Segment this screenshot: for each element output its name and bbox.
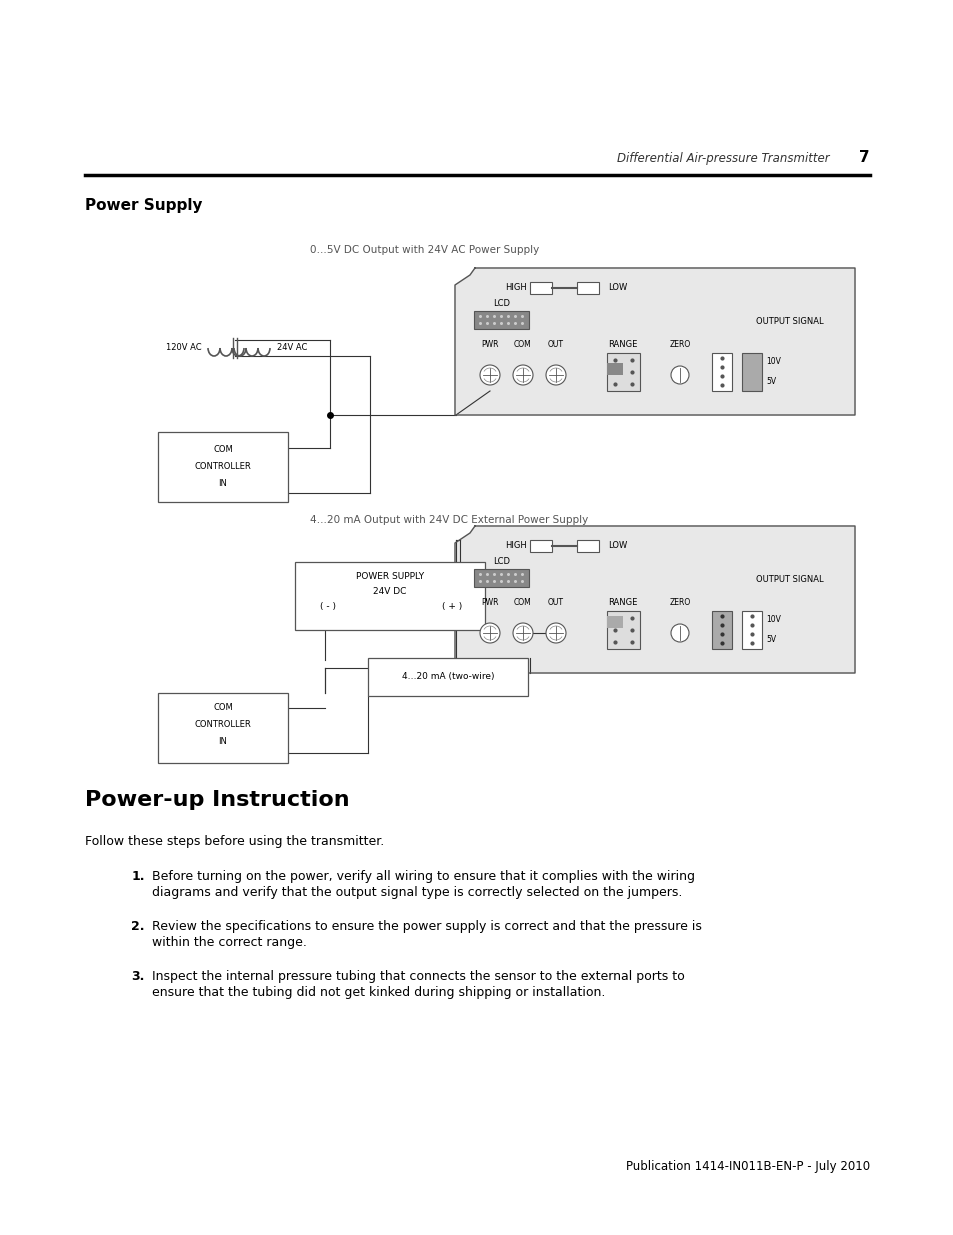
Text: Differential Air-pressure Transmitter: Differential Air-pressure Transmitter	[617, 152, 829, 165]
Circle shape	[479, 622, 499, 643]
Text: COM: COM	[213, 445, 233, 454]
Text: VOLTAGE: VOLTAGE	[749, 361, 754, 389]
Text: IN: IN	[218, 737, 227, 746]
Text: 10V: 10V	[765, 615, 781, 624]
Circle shape	[670, 624, 688, 642]
Text: PWR: PWR	[480, 598, 498, 606]
Text: Power Supply: Power Supply	[85, 198, 202, 212]
Text: 24V DC: 24V DC	[373, 587, 406, 597]
Circle shape	[545, 622, 565, 643]
Text: IN: IN	[218, 479, 227, 488]
Bar	[530, 282, 552, 294]
Bar	[474, 569, 529, 587]
Text: Before turning on the power, verify all wiring to ensure that it complies with t: Before turning on the power, verify all …	[152, 869, 695, 883]
Bar	[474, 311, 529, 329]
Text: HIGH: HIGH	[505, 284, 526, 293]
Text: ( - ): ( - )	[319, 601, 335, 611]
Text: LOW: LOW	[607, 541, 626, 551]
Bar	[606, 363, 622, 375]
Text: VOLTAGE: VOLTAGE	[749, 619, 754, 647]
Text: 5V: 5V	[765, 636, 776, 645]
Bar	[294, 562, 484, 630]
Text: 1.: 1.	[132, 869, 145, 883]
Text: PWR: PWR	[480, 340, 498, 350]
Text: Publication 1414-IN011B-EN-P - July 2010: Publication 1414-IN011B-EN-P - July 2010	[625, 1160, 869, 1173]
Text: CONTROLLER: CONTROLLER	[194, 462, 251, 471]
Text: OUTPUT SIGNAL: OUTPUT SIGNAL	[756, 317, 823, 326]
Text: 5V: 5V	[765, 378, 776, 387]
Circle shape	[513, 366, 533, 385]
Text: 120V AC: 120V AC	[166, 343, 202, 352]
Circle shape	[479, 366, 499, 385]
Text: OUT: OUT	[547, 598, 563, 606]
Text: 4…20 mA (two-wire): 4…20 mA (two-wire)	[401, 673, 494, 682]
Text: within the correct range.: within the correct range.	[152, 936, 307, 948]
Text: ensure that the tubing did not get kinked during shipping or installation.: ensure that the tubing did not get kinke…	[152, 986, 605, 999]
Text: Follow these steps before using the transmitter.: Follow these steps before using the tran…	[85, 835, 384, 848]
Text: Inspect the internal pressure tubing that connects the sensor to the external po: Inspect the internal pressure tubing tha…	[152, 969, 684, 983]
Bar	[158, 432, 288, 501]
Text: CURRENT: CURRENT	[719, 618, 723, 648]
Circle shape	[513, 622, 533, 643]
Text: COM: COM	[514, 340, 532, 350]
Text: OUT: OUT	[547, 340, 563, 350]
Bar	[158, 693, 288, 763]
Text: RANGE: RANGE	[608, 340, 637, 350]
Bar	[711, 611, 731, 650]
Text: Review the specifications to ensure the power supply is correct and that the pre: Review the specifications to ensure the …	[152, 920, 701, 932]
Bar	[711, 353, 731, 391]
Bar	[606, 353, 639, 391]
Bar	[577, 540, 598, 552]
Text: 10V: 10V	[765, 357, 781, 366]
Polygon shape	[455, 526, 854, 673]
Circle shape	[670, 366, 688, 384]
Text: POWER SUPPLY: POWER SUPPLY	[355, 572, 424, 580]
Text: OUTPUT SIGNAL: OUTPUT SIGNAL	[756, 576, 823, 584]
Bar	[606, 616, 622, 629]
Text: COM: COM	[514, 598, 532, 606]
Bar	[741, 353, 761, 391]
Bar	[368, 658, 527, 697]
Text: LCD: LCD	[493, 299, 510, 308]
Text: CURRENT: CURRENT	[719, 361, 723, 390]
Bar	[577, 282, 598, 294]
Text: 0…5V DC Output with 24V AC Power Supply: 0…5V DC Output with 24V AC Power Supply	[310, 245, 538, 254]
Bar	[741, 611, 761, 650]
Text: ZERO: ZERO	[669, 598, 690, 606]
Text: ZERO: ZERO	[669, 340, 690, 350]
Text: 3.: 3.	[132, 969, 145, 983]
Text: LCD: LCD	[493, 557, 510, 566]
Text: 2.: 2.	[132, 920, 145, 932]
Text: 24V AC: 24V AC	[276, 343, 307, 352]
Text: diagrams and verify that the output signal type is correctly selected on the jum: diagrams and verify that the output sign…	[152, 885, 681, 899]
Text: LOW: LOW	[607, 284, 626, 293]
Text: ( + ): ( + )	[441, 601, 461, 611]
Text: COM: COM	[213, 703, 233, 713]
Polygon shape	[455, 268, 854, 415]
Text: HIGH: HIGH	[505, 541, 526, 551]
Circle shape	[545, 366, 565, 385]
Text: Power-up Instruction: Power-up Instruction	[85, 790, 349, 810]
Text: 4…20 mA Output with 24V DC External Power Supply: 4…20 mA Output with 24V DC External Powe…	[310, 515, 588, 525]
Text: RANGE: RANGE	[608, 598, 637, 606]
Bar	[606, 611, 639, 650]
Bar	[530, 540, 552, 552]
Text: CONTROLLER: CONTROLLER	[194, 720, 251, 729]
Text: 7: 7	[859, 149, 869, 165]
